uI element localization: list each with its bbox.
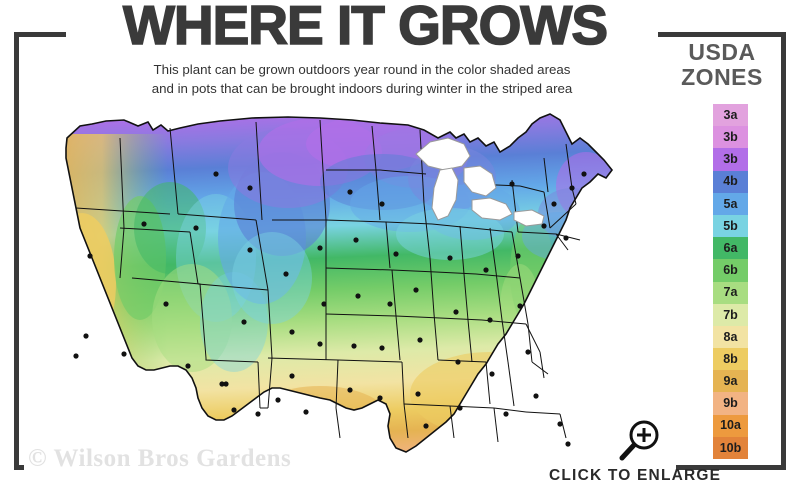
frame-right-segment bbox=[781, 32, 786, 470]
hardiness-zone-map[interactable] bbox=[20, 108, 668, 458]
subtitle: This plant can be grown outdoors year ro… bbox=[56, 60, 668, 98]
frame-left-segment bbox=[14, 32, 19, 470]
click-to-enlarge-label[interactable]: CLICK TO ENLARGE bbox=[549, 467, 722, 484]
frame-bottom-right-segment bbox=[676, 465, 786, 470]
great-lakes bbox=[415, 137, 545, 227]
legend-swatch-4b-3: 4b bbox=[713, 170, 748, 193]
legend-swatch-8b-11: 8b bbox=[713, 348, 748, 371]
legend-heading-line-1: USDA bbox=[688, 39, 756, 65]
magnifier-plus-icon[interactable] bbox=[617, 418, 663, 464]
legend-swatch-8a-10: 8a bbox=[713, 325, 748, 349]
legend-swatch-5a-4: 5a bbox=[713, 192, 748, 215]
legend-swatch-10a-14: 10a bbox=[713, 414, 748, 437]
watermark: © Wilson Bros Gardens bbox=[28, 445, 292, 472]
city-markers bbox=[73, 171, 587, 447]
subtitle-line-1: This plant can be grown outdoors year ro… bbox=[153, 62, 571, 77]
subtitle-line-2: and in pots that can be brought indoors … bbox=[151, 81, 573, 96]
frame-bottom-left-segment bbox=[14, 465, 24, 470]
usda-zone-legend: 3a 3b 3b 4b 5a 5b 6a 6b 7a 7b 8a 8b 9a 9b 10a 10b bbox=[713, 104, 748, 459]
map-ocean-mask bbox=[576, 418, 612, 458]
frame-top-right-segment bbox=[658, 32, 786, 37]
legend-swatch-7b-9: 7b bbox=[713, 303, 748, 326]
legend-swatch-9a-12: 9a bbox=[713, 370, 748, 393]
legend-swatch-6b-7: 6b bbox=[713, 259, 748, 282]
legend-swatch-7a-8: 7a bbox=[713, 281, 748, 304]
legend-swatch-3b-1: 3b bbox=[713, 126, 748, 149]
page-title: WHERE IT GROWS bbox=[122, 0, 609, 57]
frame-top-left-segment bbox=[14, 32, 66, 37]
legend-heading: USDA ZONES bbox=[664, 40, 780, 90]
map-zone-fill bbox=[66, 114, 612, 452]
legend-swatch-9b-13: 9b bbox=[713, 392, 748, 415]
country-outline bbox=[65, 113, 614, 453]
legend-swatch-6a-6: 6a bbox=[713, 237, 748, 260]
legend-swatch-10b-15: 10b bbox=[713, 436, 748, 459]
legend-swatch-3a-0: 3a bbox=[713, 104, 748, 127]
legend-heading-line-2: ZONES bbox=[681, 64, 763, 90]
legend-swatch-5b-5: 5b bbox=[713, 214, 748, 238]
legend-swatch-3b-2: 3b bbox=[713, 148, 748, 171]
state-boundaries bbox=[75, 119, 581, 443]
